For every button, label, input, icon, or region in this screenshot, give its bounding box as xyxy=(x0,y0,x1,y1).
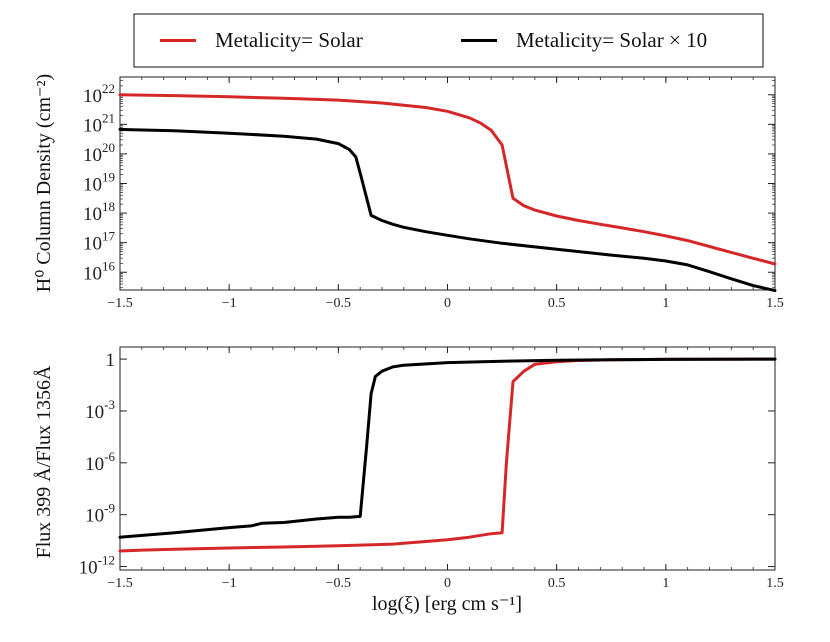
legend: Metalicity= Solar Metalicity= Solar × 10 xyxy=(133,13,764,68)
x-tick-label: −0.5 xyxy=(326,576,351,591)
y-tick-label: 10-6 xyxy=(85,449,115,475)
x-tick-label: −1 xyxy=(222,296,237,311)
series-line-solar-x10 xyxy=(118,357,777,539)
y-tick-label: 1 xyxy=(106,350,116,371)
x-tick-label: −1 xyxy=(222,576,237,591)
x-tick-label: 1.5 xyxy=(766,296,784,311)
y-tick-label: 1018 xyxy=(83,199,115,225)
panel-top-yticks: 1022 1021 1020 1019 1018 1017 1016 xyxy=(83,80,775,289)
x-tick-label: 1 xyxy=(662,576,669,591)
y-tick-label: 1016 xyxy=(83,258,116,284)
x-tick-label: −0.5 xyxy=(326,296,351,311)
panel-bottom-frame xyxy=(119,346,776,571)
x-axis-label: log(ξ) [erg cm s⁻¹] xyxy=(372,593,522,615)
x-tick-label: −1.5 xyxy=(107,296,132,311)
y-tick-label: 1020 xyxy=(83,140,115,166)
y-tick-label: 10-12 xyxy=(79,553,115,579)
x-tick-label: 1.5 xyxy=(766,576,784,591)
x-tick-label: 0.5 xyxy=(548,296,566,311)
panel-bottom-yticks: 1 10-3 10-6 10-9 10-12 xyxy=(79,350,775,579)
panel-top-frame xyxy=(119,76,776,291)
panel-bottom-xticks: −1.5 −1 −0.5 0 0.5 1 1.5 xyxy=(107,347,784,591)
legend-frame xyxy=(133,13,764,68)
y-tick-label: 10-9 xyxy=(85,501,115,527)
x-tick-label: 0 xyxy=(444,296,451,311)
y-tick-label: 1021 xyxy=(83,110,115,136)
legend-label-solar: Metalicity= Solar xyxy=(215,28,363,52)
panel-bottom-ylabel: Flux 399 Å/Flux 1356Å xyxy=(33,365,55,558)
panel-bottom: 1 10-3 10-6 10-9 10-12 −1.5 −1 −0.5 0 0.5 1 1.5 Fl… xyxy=(33,346,784,591)
series-line-solar xyxy=(118,357,777,553)
x-tick-label: 1 xyxy=(662,296,669,311)
panel-top-xticks: −1.5 −1 −0.5 0 0.5 1 1.5 xyxy=(107,77,784,311)
x-tick-label: 0.5 xyxy=(548,576,566,591)
panel-bottom-series xyxy=(118,357,777,553)
y-tick-label: 1019 xyxy=(83,170,115,196)
y-tick-label: 1017 xyxy=(83,229,116,255)
panel-top-series xyxy=(118,93,777,293)
series-line-solar-x10 xyxy=(118,127,777,293)
y-tick-label: 10-3 xyxy=(85,397,115,423)
panel-top-ylabel: H⁰ Column Density (cm⁻²) xyxy=(33,74,55,292)
series-line-solar xyxy=(118,93,777,266)
x-tick-label: 0 xyxy=(444,576,451,591)
panel-top: 1022 1021 1020 1019 1018 1017 1016 −1.5 −1 −0.5 0… xyxy=(33,74,784,311)
legend-label-solar-x10: Metalicity= Solar × 10 xyxy=(516,28,707,52)
y-tick-label: 1022 xyxy=(83,81,115,107)
x-tick-label: −1.5 xyxy=(107,576,132,591)
